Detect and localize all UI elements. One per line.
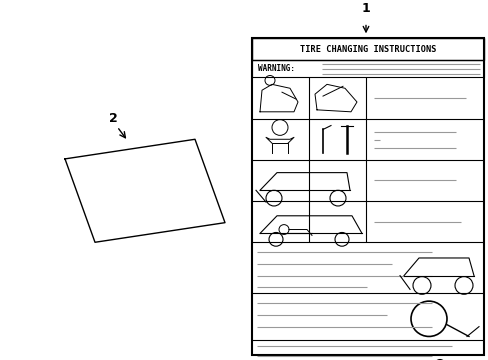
Bar xyxy=(251,38,483,355)
Bar xyxy=(251,38,483,60)
Text: 1: 1 xyxy=(361,2,369,15)
Text: TIRE CHANGING INSTRUCTIONS: TIRE CHANGING INSTRUCTIONS xyxy=(299,45,435,54)
Text: WARNING:: WARNING: xyxy=(258,64,294,73)
Text: 2: 2 xyxy=(108,112,117,125)
Bar xyxy=(251,60,483,77)
